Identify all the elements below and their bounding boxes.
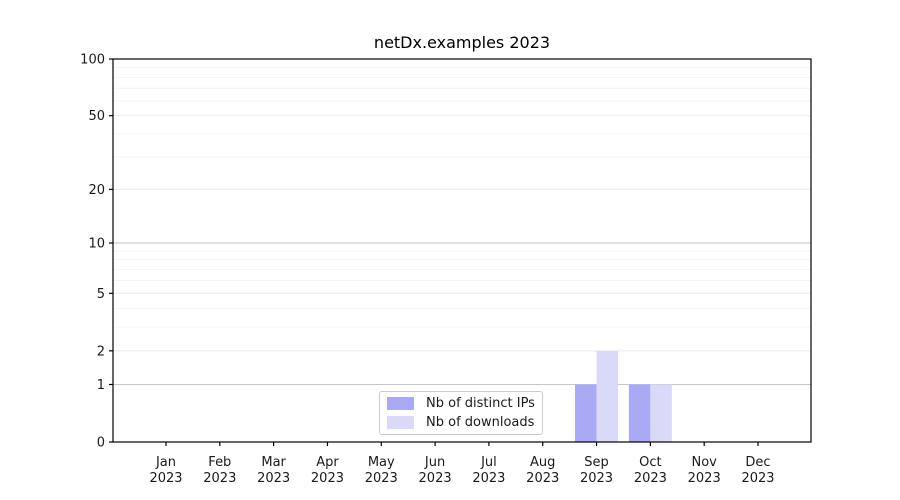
y-tick-label: 1 xyxy=(97,378,105,393)
legend-entry-distinct-ips: Nb of distinct IPs xyxy=(387,396,542,411)
legend-swatch-downloads xyxy=(387,416,414,429)
x-tick-label-month: Oct xyxy=(639,455,661,470)
x-tick-label-year: 2023 xyxy=(149,471,182,486)
bar-downloads xyxy=(596,350,619,442)
legend-label-distinct-ips: Nb of distinct IPs xyxy=(426,396,535,411)
x-tick-label-month: Aug xyxy=(530,455,555,470)
x-tick-label-month: May xyxy=(368,455,395,470)
x-tick-label-month: Apr xyxy=(316,455,339,470)
x-tick-label-year: 2023 xyxy=(688,471,721,486)
y-tick-label: 10 xyxy=(88,237,105,252)
x-tick-label-year: 2023 xyxy=(365,471,398,486)
y-tick-label: 2 xyxy=(97,344,105,359)
chart-title: netDx.examples 2023 xyxy=(373,33,551,52)
bar-distinct-ips xyxy=(628,384,651,442)
legend-entry-downloads: Nb of downloads xyxy=(387,415,542,430)
y-tick-label: 5 xyxy=(97,287,105,302)
legend-swatch-distinct-ips xyxy=(387,397,414,410)
x-tick-label-year: 2023 xyxy=(526,471,559,486)
x-tick-label-year: 2023 xyxy=(311,471,344,486)
x-tick-label-month: Nov xyxy=(691,455,717,470)
x-tick-label-year: 2023 xyxy=(634,471,667,486)
x-tick-label-month: Feb xyxy=(208,455,231,470)
y-tick-label: 0 xyxy=(97,436,105,451)
bar-distinct-ips xyxy=(575,384,597,442)
x-tick-label-month: Mar xyxy=(261,455,286,470)
x-tick-label-year: 2023 xyxy=(580,471,613,486)
y-tick-label: 20 xyxy=(88,183,105,198)
x-tick-label-year: 2023 xyxy=(419,471,452,486)
x-tick-label-year: 2023 xyxy=(472,471,505,486)
legend-label-downloads: Nb of downloads xyxy=(426,415,535,430)
x-tick-label-month: Sep xyxy=(584,455,609,470)
x-tick-label-month: Jun xyxy=(424,455,445,470)
y-tick-label: 50 xyxy=(88,109,105,124)
x-tick-label-year: 2023 xyxy=(203,471,236,486)
x-tick-label-year: 2023 xyxy=(257,471,290,486)
x-tick-label-month: Jul xyxy=(480,455,497,470)
legend: Nb of distinct IPs Nb of downloads xyxy=(379,391,543,435)
x-tick-label-month: Jan xyxy=(155,455,176,470)
x-tick-label-year: 2023 xyxy=(741,471,774,486)
plot-spines xyxy=(112,58,812,443)
y-tick-label: 100 xyxy=(80,53,105,68)
bar-downloads xyxy=(650,384,672,442)
x-tick-label-month: Dec xyxy=(745,455,770,470)
